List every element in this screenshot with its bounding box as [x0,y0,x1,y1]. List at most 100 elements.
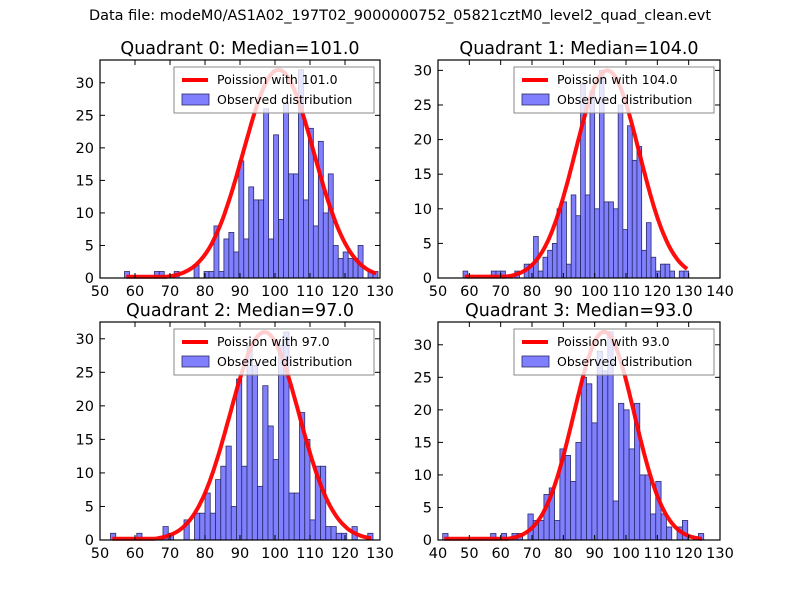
histogram-bar [655,270,661,279]
x-tick-label: 130 [706,546,734,562]
histogram-bar [644,474,651,541]
histogram-bar [683,270,690,279]
legend: Poission with 101.0 Observed distribution [173,66,375,114]
histogram-bar [220,465,227,541]
y-tick-label: 20 [414,133,432,149]
histogram-bar [664,263,671,279]
subplot-title: Quadrant 3: Median=93.0 [465,301,693,321]
histogram-bar [272,459,279,541]
legend-bar-swatch [521,93,550,106]
histogram-bar [570,194,577,279]
histogram-bar [253,199,260,279]
histogram-bar [538,520,545,541]
histogram-bar [639,474,646,541]
histogram-bar [650,513,657,541]
x-tick-label: 50 [460,546,478,562]
subplot-title: Quadrant 1: Median=104.0 [459,39,698,59]
histogram-bar [322,212,329,279]
histogram-bar [660,513,667,541]
x-tick-label: 50 [91,546,109,562]
histogram-bar [617,104,624,279]
y-tick-label: 25 [414,370,432,386]
subplot-quadrant-2: Quadrant 2: Median=97.050 60 70 80 90 100 110 1… [76,301,394,562]
histogram-bar [283,101,289,279]
histogram-bar [596,350,603,541]
y-tick-label: 30 [414,338,432,354]
x-tick-label: 80 [196,546,214,562]
x-tick-label: 100 [612,546,640,562]
histogram-bar [230,506,237,541]
x-tick-label: 120 [643,284,671,300]
y-tick-label: 0 [85,271,94,287]
histogram-bar [215,479,222,541]
histogram-bar [268,238,275,279]
histogram-bar [570,481,577,541]
y-tick-label: 30 [414,63,432,79]
histogram-bar [613,208,619,279]
legend: Poission with 104.0 Observed distribution [513,66,715,114]
y-tick-label: 10 [414,468,432,484]
histogram-bar [542,256,549,279]
y-tick-label: 0 [85,533,94,549]
x-tick-label: 70 [161,546,179,562]
histogram-bar [603,201,610,279]
y-tick-label: 30 [76,332,94,348]
histogram-bar [238,160,245,279]
histogram-bar [208,271,215,279]
histogram-bar [547,249,553,279]
poisson-curve [126,67,377,279]
legend-entry-poisson: Poission with 104.0 [557,72,678,87]
x-tick-label: 80 [196,284,214,300]
histogram-bar [537,270,544,279]
histogram-bar [586,383,593,541]
histogram-bar [622,229,628,279]
histogram-bar [262,385,269,541]
poisson-curve [464,68,689,279]
histogram-bar [347,258,354,279]
histogram-bar [337,258,344,279]
histogram-bar [209,512,216,541]
histogram-bar [204,492,211,541]
histogram-bar [251,365,258,541]
x-tick-label: 100 [261,546,289,562]
x-tick-label: 130 [366,546,394,562]
x-tick-label: 130 [675,284,703,300]
y-tick-label: 5 [85,238,94,254]
histogram-bar [325,526,332,541]
legend-entry-observed: Observed distribution [557,92,692,107]
legend-bar-swatch [521,355,550,368]
histogram-bar [618,402,625,541]
histogram-bar [267,425,274,541]
y-tick-label: 30 [76,76,94,92]
histogram-bar [608,201,614,279]
histogram-bar [332,245,339,279]
histogram-bar [575,441,582,541]
histogram-bar [257,485,264,541]
y-tick-label: 10 [414,202,432,218]
histogram-bar [236,378,243,541]
legend-entry-observed: Observed distribution [557,354,692,369]
histogram-bar [278,219,284,279]
x-tick-label: 120 [331,284,359,300]
x-tick-label: 120 [331,546,359,562]
x-tick-label: 40 [429,546,447,562]
x-tick-label: 90 [231,546,249,562]
x-tick-label: 70 [491,284,509,300]
histogram-bar [258,199,265,279]
histogram-bar [584,194,591,279]
histogram-bar [628,448,635,541]
y-tick-label: 0 [423,533,432,549]
figure-suptitle: Data file: modeM0/AS1A02_197T02_90000007… [88,8,712,24]
y-tick-label: 25 [76,108,94,124]
histogram-bar [566,263,572,279]
histogram-bar [228,232,235,279]
histogram-bar [223,238,230,279]
legend-entry-poisson: Poission with 97.0 [217,334,330,349]
histogram-bar [327,173,334,279]
x-tick-label: 70 [161,284,179,300]
legend: Poission with 97.0 Observed distribution [173,328,375,376]
histogram-bar [666,526,673,541]
histogram-bar [330,526,337,541]
x-tick-label: 90 [585,546,603,562]
